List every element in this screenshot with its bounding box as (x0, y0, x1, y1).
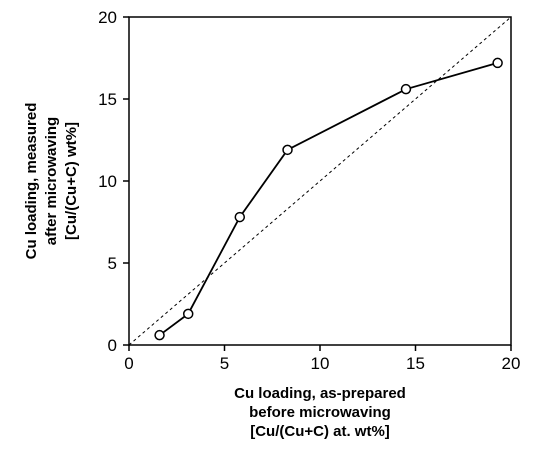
y-tick-label: 5 (108, 254, 117, 273)
x-tick-label: 5 (220, 354, 229, 373)
tick-layer: 0 5 10 15 20 0 5 10 15 20 (98, 8, 520, 373)
reference-line (128, 16, 512, 346)
y-tick-label: 20 (98, 8, 117, 27)
data-point (492, 57, 503, 69)
x-tick-label: 0 (124, 354, 133, 373)
y-tick-label: 0 (108, 336, 117, 355)
y-tick-label: 10 (98, 172, 117, 191)
series-layer (154, 57, 503, 341)
x-axis-title-line: before microwaving (249, 404, 391, 421)
data-point (154, 329, 165, 341)
x-tick-label: 20 (502, 354, 521, 373)
reference-line-layer (128, 16, 512, 346)
data-point (282, 144, 293, 156)
series-line (159, 62, 498, 336)
data-point (234, 211, 246, 223)
y-tick-label: 15 (98, 90, 117, 109)
x-tick-label: 10 (311, 354, 330, 373)
y-axis-title-line: after microwaving (43, 117, 60, 245)
y-axis-title-line: [Cu/(Cu+C) wt%] (63, 122, 80, 240)
y-axis-title: Cu loading, measured after microwaving [Cu… (23, 103, 80, 260)
data-point (182, 308, 194, 320)
x-axis-title-line: Cu loading, as-prepared (234, 385, 406, 402)
x-tick-label: 15 (406, 354, 425, 373)
x-axis-title-line: [Cu/(Cu+C) at. wt%] (250, 423, 390, 440)
y-axis-title-line: Cu loading, measured (23, 103, 40, 260)
data-point (400, 83, 412, 95)
x-axis-title: Cu loading, as-prepared before microwavin… (234, 385, 406, 440)
